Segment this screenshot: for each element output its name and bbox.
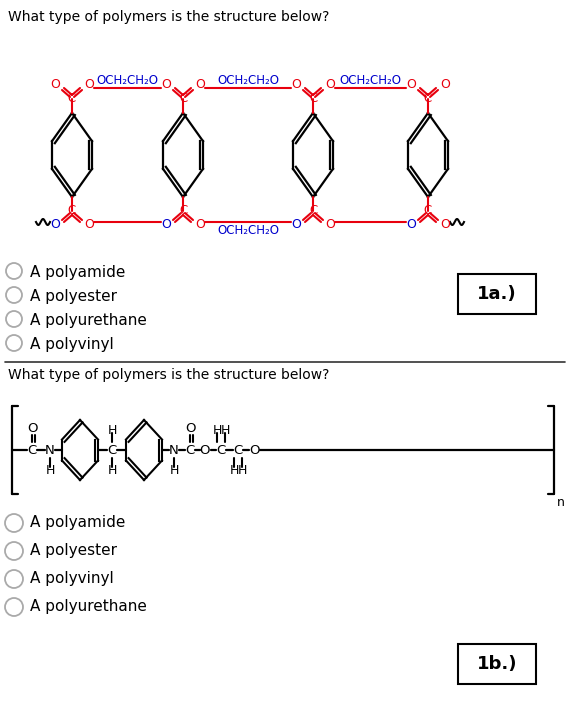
Text: H: H — [169, 463, 178, 477]
Text: H: H — [212, 423, 222, 437]
Text: n: n — [557, 496, 565, 509]
Text: A polyvinyl: A polyvinyl — [30, 571, 114, 586]
Text: A polyurethane: A polyurethane — [30, 313, 147, 328]
Text: O: O — [325, 219, 335, 231]
Text: OCH₂CH₂O: OCH₂CH₂O — [340, 74, 401, 86]
Text: C: C — [233, 444, 243, 456]
Text: A polyamide: A polyamide — [30, 265, 125, 280]
Text: C: C — [309, 205, 317, 217]
Text: O: O — [406, 79, 416, 91]
FancyBboxPatch shape — [458, 274, 536, 314]
Text: O: O — [440, 79, 450, 91]
Text: O: O — [406, 219, 416, 231]
Text: H: H — [221, 423, 230, 437]
Text: O: O — [195, 219, 205, 231]
Text: A polyvinyl: A polyvinyl — [30, 337, 114, 352]
Text: O: O — [185, 422, 196, 434]
Text: C: C — [424, 205, 432, 217]
Text: H: H — [107, 423, 117, 437]
Text: O: O — [27, 422, 37, 434]
Text: C: C — [179, 205, 187, 217]
Text: O: O — [161, 219, 171, 231]
Text: What type of polymers is the structure below?: What type of polymers is the structure b… — [8, 368, 329, 382]
Text: O: O — [291, 219, 301, 231]
Text: C: C — [309, 93, 317, 105]
Text: H: H — [107, 463, 117, 477]
Text: O: O — [440, 219, 450, 231]
Text: OCH₂CH₂O: OCH₂CH₂O — [217, 74, 279, 86]
Text: OCH₂CH₂O: OCH₂CH₂O — [96, 74, 158, 86]
Text: N: N — [45, 444, 55, 456]
Text: C: C — [68, 205, 76, 217]
Text: C: C — [185, 444, 194, 456]
Text: 1b.): 1b.) — [477, 655, 517, 673]
Text: C: C — [179, 93, 187, 105]
Text: O: O — [84, 79, 94, 91]
Text: O: O — [84, 219, 94, 231]
Text: H: H — [237, 463, 247, 477]
Text: O: O — [291, 79, 301, 91]
Text: A polyamide: A polyamide — [30, 515, 125, 530]
Text: O: O — [50, 219, 60, 231]
FancyBboxPatch shape — [458, 644, 536, 684]
Text: What type of polymers is the structure below?: What type of polymers is the structure b… — [8, 10, 329, 24]
Text: A polyester: A polyester — [30, 289, 117, 304]
Text: 1a.): 1a.) — [477, 285, 517, 303]
Text: H: H — [45, 463, 55, 477]
Text: C: C — [27, 444, 36, 456]
Text: C: C — [68, 93, 76, 105]
Text: C: C — [217, 444, 226, 456]
Text: O: O — [195, 79, 205, 91]
Text: OCH₂CH₂O: OCH₂CH₂O — [217, 224, 279, 238]
Text: O: O — [249, 444, 259, 456]
Text: H: H — [229, 463, 239, 477]
Text: O: O — [200, 444, 210, 456]
Text: A polyester: A polyester — [30, 543, 117, 558]
Text: O: O — [50, 79, 60, 91]
Text: O: O — [325, 79, 335, 91]
Text: C: C — [424, 93, 432, 105]
Text: A polyurethane: A polyurethane — [30, 599, 147, 614]
Text: N: N — [169, 444, 179, 456]
Text: O: O — [161, 79, 171, 91]
Text: C: C — [107, 444, 117, 456]
